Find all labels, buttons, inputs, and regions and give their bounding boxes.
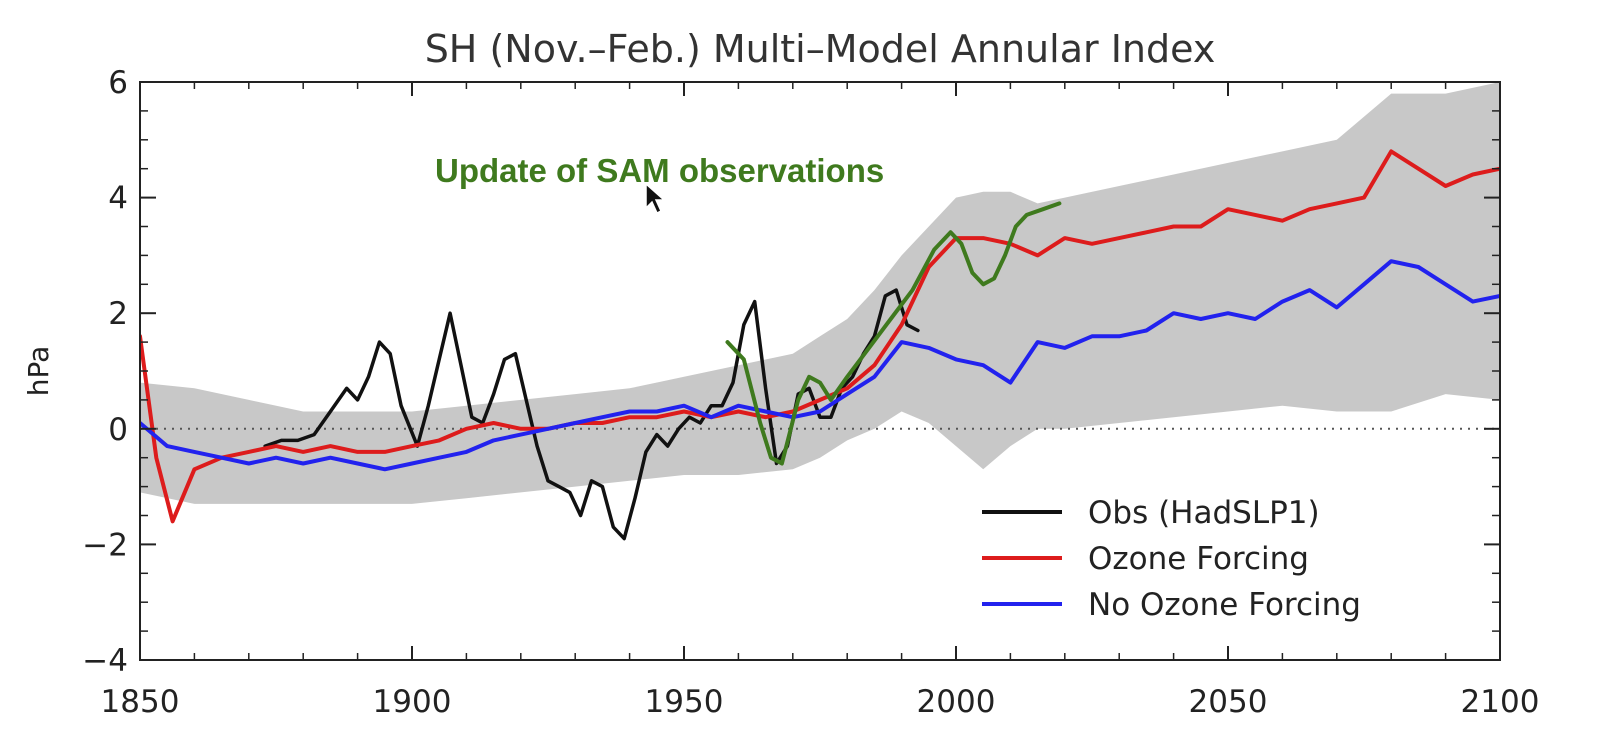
axis-ticks: 1850 1900 1950 2000 2050 2100 −4 −2 0 2 4 6 — [82, 65, 1539, 720]
no-ozone-forcing-line — [140, 259, 1500, 472]
y-tick-label: 0 — [108, 412, 128, 448]
y-tick-label: 2 — [108, 296, 128, 332]
y-tick-label: −4 — [82, 643, 128, 679]
sam-update-annotation: Update of SAM observations — [435, 152, 884, 189]
plot-area — [140, 82, 1500, 541]
sam-update-line — [725, 201, 1062, 466]
ozone-forcing-line — [140, 149, 1500, 524]
y-axis-label: hPa — [22, 346, 55, 397]
y-tick-label: 6 — [108, 65, 128, 101]
model-spread-band — [140, 82, 1500, 504]
legend-item-no-ozone: No Ozone Forcing — [982, 587, 1361, 623]
chart-title: SH (Nov.–Feb.) Multi–Model Annular Index — [425, 27, 1216, 71]
legend-label: Obs (HadSLP1) — [1088, 495, 1320, 531]
x-tick-label: 2000 — [917, 684, 996, 720]
series-layer — [140, 149, 1500, 541]
x-tick-label: 2050 — [1189, 684, 1268, 720]
legend-item-ozone: Ozone Forcing — [982, 541, 1309, 577]
x-tick-label: 1950 — [645, 684, 724, 720]
x-tick-label: 1850 — [101, 684, 180, 720]
x-tick-label: 2100 — [1461, 684, 1540, 720]
x-tick-label: 1900 — [373, 684, 452, 720]
legend-item-obs: Obs (HadSLP1) — [982, 495, 1320, 531]
mouse-cursor-icon — [645, 182, 666, 215]
y-tick-label: −2 — [82, 527, 128, 563]
y-tick-label: 4 — [108, 181, 128, 217]
legend-label: No Ozone Forcing — [1088, 587, 1361, 623]
legend: Obs (HadSLP1) Ozone Forcing No Ozone Forci… — [982, 495, 1361, 623]
legend-label: Ozone Forcing — [1088, 541, 1309, 577]
